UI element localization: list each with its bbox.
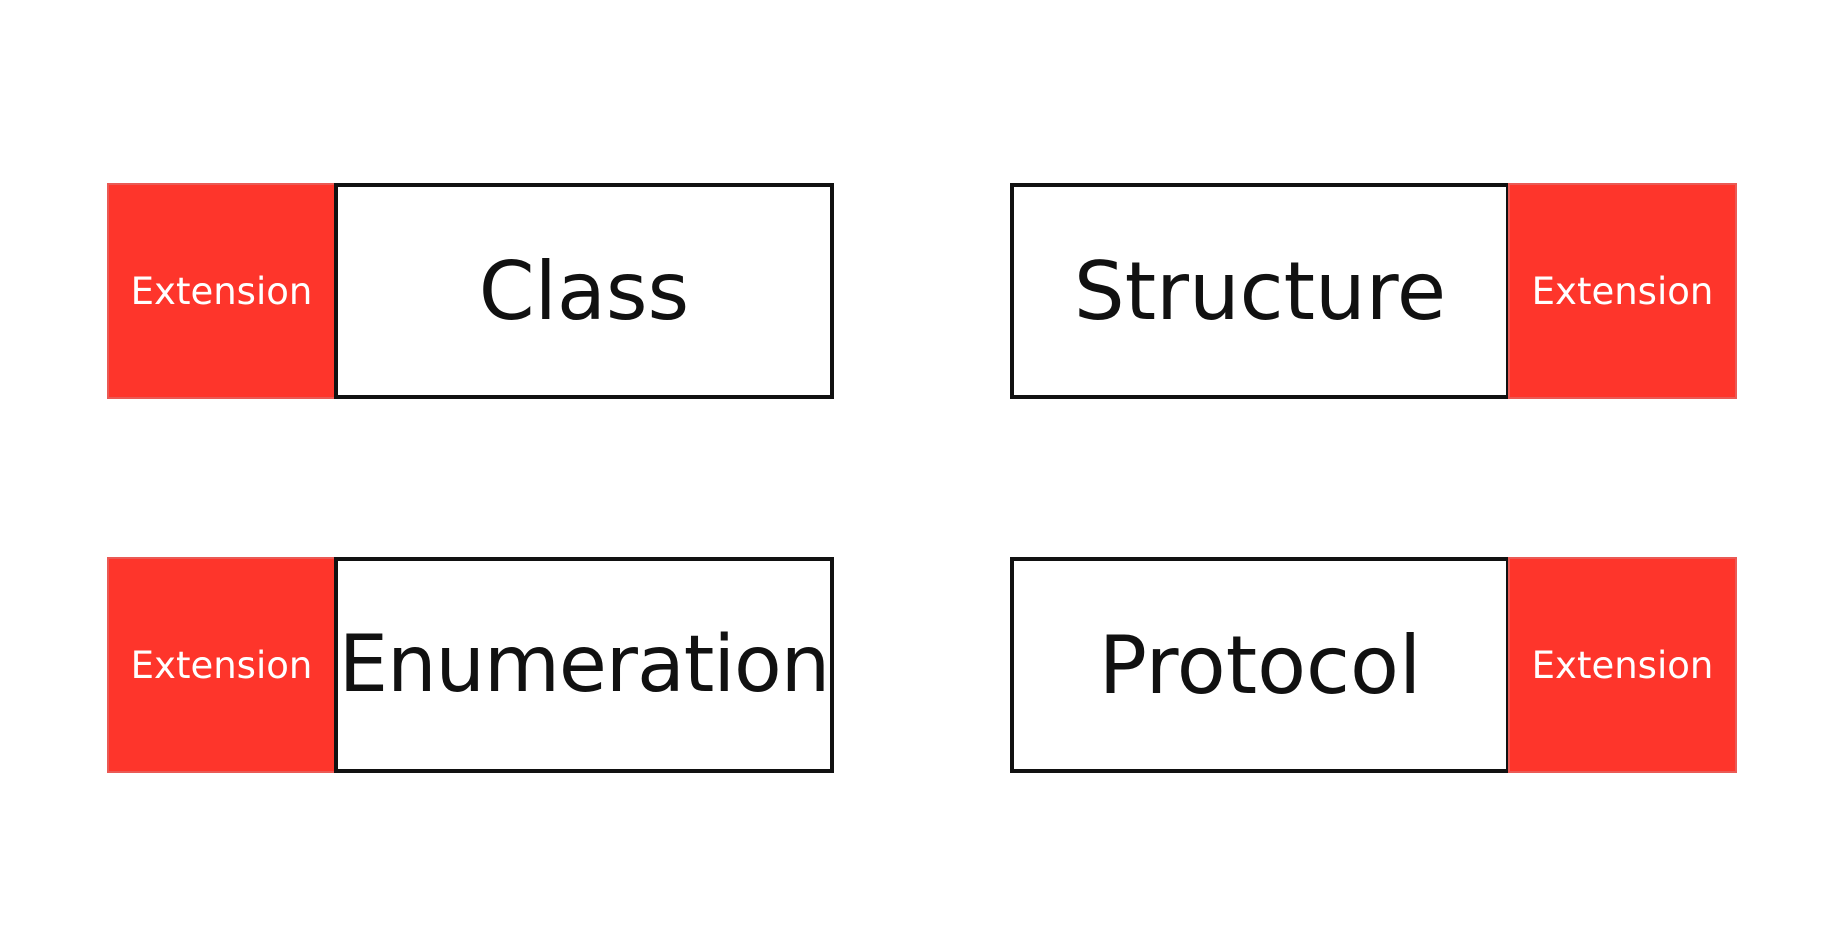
class-box: Class <box>334 183 834 399</box>
protocol-box: Protocol <box>1010 557 1510 773</box>
protocol-extension-block: Extension <box>1508 557 1737 773</box>
class-extension-pair: Extension Class <box>107 183 836 399</box>
structure-extension-pair: Structure Extension <box>1010 183 1737 399</box>
class-extension-block: Extension <box>107 183 336 399</box>
structure-extension-block: Extension <box>1508 183 1737 399</box>
protocol-extension-pair: Protocol Extension <box>1010 557 1737 773</box>
enumeration-box: Enumeration <box>334 557 834 773</box>
structure-box: Structure <box>1010 183 1510 399</box>
enumeration-extension-pair: Extension Enumeration <box>107 557 836 773</box>
enumeration-extension-block: Extension <box>107 557 336 773</box>
